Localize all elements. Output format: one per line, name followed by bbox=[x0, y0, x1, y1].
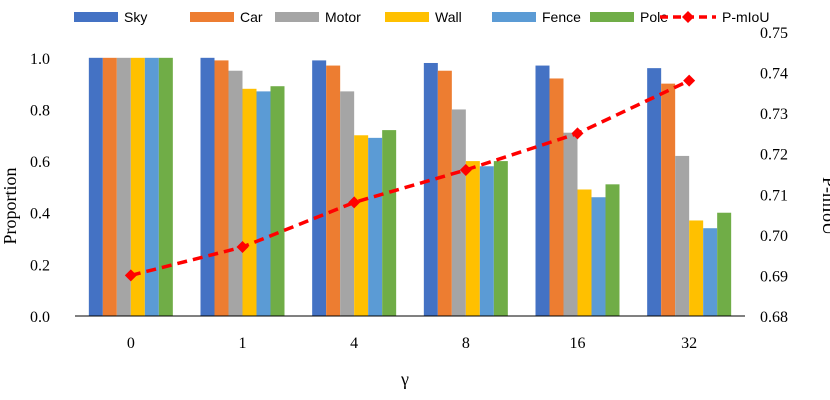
bar-fence-8 bbox=[479, 166, 494, 316]
legend-swatch-motor bbox=[275, 12, 319, 22]
y-tick-label: 0.2 bbox=[30, 257, 50, 274]
bar-fence-4 bbox=[368, 137, 383, 316]
legend-swatch-sky bbox=[74, 12, 118, 22]
bar-sky-0 bbox=[88, 57, 103, 317]
bar-car-8 bbox=[437, 70, 452, 317]
y-tick-label: 0.0 bbox=[30, 309, 50, 326]
legend-swatch-fence bbox=[492, 12, 536, 22]
bar-sky-8 bbox=[423, 62, 438, 317]
bar-car-4 bbox=[326, 65, 341, 317]
bar-pole-4 bbox=[382, 130, 397, 316]
legend-marker-p-miou bbox=[682, 11, 694, 23]
bar-wall-16 bbox=[577, 189, 592, 316]
bar-wall-4 bbox=[354, 135, 369, 316]
y2-tick-label: 0.74 bbox=[760, 66, 788, 83]
legend-swatch-wall bbox=[385, 12, 429, 22]
legend-swatch-pole bbox=[590, 12, 634, 22]
bar-motor-1 bbox=[228, 70, 243, 317]
y2-axis-title: P-mIoU bbox=[819, 177, 830, 235]
x-tick-label: 4 bbox=[350, 335, 358, 352]
y2-tick-label: 0.68 bbox=[760, 309, 788, 326]
p-miou-point-4 bbox=[348, 196, 361, 209]
y-tick-label: 0.8 bbox=[30, 102, 50, 119]
bar-sky-4 bbox=[312, 60, 327, 317]
y2-tick-label: 0.71 bbox=[760, 187, 788, 204]
bar-wall-1 bbox=[242, 88, 257, 316]
x-tick-label: 1 bbox=[239, 335, 247, 352]
legend-label-sky: Sky bbox=[124, 9, 147, 25]
x-tick-label: 32 bbox=[681, 335, 697, 352]
bar-car-32 bbox=[661, 83, 676, 317]
bar-car-16 bbox=[549, 78, 564, 317]
y2-tick-label: 0.70 bbox=[760, 228, 788, 245]
legend-label-car: Car bbox=[240, 9, 263, 25]
axes: 0.0 0.2 0.4 0.6 0.8 1.0 0.68 0.69 0.70 0.71 0.72 0.… bbox=[30, 25, 788, 352]
bar-motor-0 bbox=[116, 57, 131, 317]
legend-label-wall: Wall bbox=[435, 9, 462, 25]
y2-tick-label: 0.73 bbox=[760, 106, 788, 123]
bar-pole-8 bbox=[493, 161, 508, 316]
bar-car-0 bbox=[102, 57, 117, 317]
x-tick-label: 8 bbox=[462, 335, 470, 352]
bar-sky-32 bbox=[647, 68, 662, 317]
y2-tick-label: 0.75 bbox=[760, 25, 788, 42]
bar-pole-32 bbox=[717, 212, 732, 316]
x-axis-title: γ bbox=[400, 369, 409, 389]
bar-motor-16 bbox=[563, 132, 578, 316]
legend: Sky Car Motor Wall Fence Pole P-mIoU bbox=[74, 9, 769, 25]
p-miou-point-8 bbox=[459, 163, 472, 176]
y2-tick-label: 0.69 bbox=[760, 268, 788, 285]
bar-motor-8 bbox=[451, 109, 466, 316]
y-tick-label: 0.6 bbox=[30, 154, 50, 171]
bar-sky-1 bbox=[200, 57, 215, 317]
p-miou-point-32 bbox=[683, 74, 696, 87]
y-axis-title: Proportion bbox=[0, 167, 20, 244]
p-miou-point-16 bbox=[571, 127, 584, 140]
legend-label-pole: Pole bbox=[640, 9, 668, 25]
legend-label-p-miou: P-mIoU bbox=[722, 9, 769, 25]
bar-pole-0 bbox=[158, 57, 173, 317]
bar-fence-1 bbox=[256, 91, 271, 316]
y-tick-label: 0.4 bbox=[30, 206, 50, 223]
bar-motor-32 bbox=[675, 155, 690, 316]
p-miou-point-0 bbox=[124, 269, 137, 282]
bar-car-1 bbox=[214, 60, 229, 317]
legend-label-motor: Motor bbox=[325, 9, 361, 25]
y2-tick-label: 0.72 bbox=[760, 147, 788, 164]
legend-swatch-car bbox=[190, 12, 234, 22]
bar-wall-0 bbox=[130, 57, 145, 317]
p-miou-line bbox=[130, 79, 690, 278]
bar-wall-8 bbox=[465, 161, 480, 316]
p-miou-point-1 bbox=[236, 241, 249, 254]
bar-fence-32 bbox=[703, 228, 718, 316]
bars bbox=[88, 57, 732, 317]
bar-wall-32 bbox=[689, 220, 704, 316]
bar-fence-0 bbox=[144, 57, 159, 317]
bar-pole-16 bbox=[605, 184, 620, 316]
bar-sky-16 bbox=[535, 65, 550, 317]
line-series bbox=[124, 74, 696, 282]
x-tick-label: 16 bbox=[570, 335, 586, 352]
x-tick-label: 0 bbox=[127, 335, 135, 352]
legend-label-fence: Fence bbox=[542, 9, 581, 25]
bar-fence-16 bbox=[591, 197, 606, 316]
y-tick-label: 1.0 bbox=[30, 51, 50, 68]
bar-pole-1 bbox=[270, 86, 285, 316]
